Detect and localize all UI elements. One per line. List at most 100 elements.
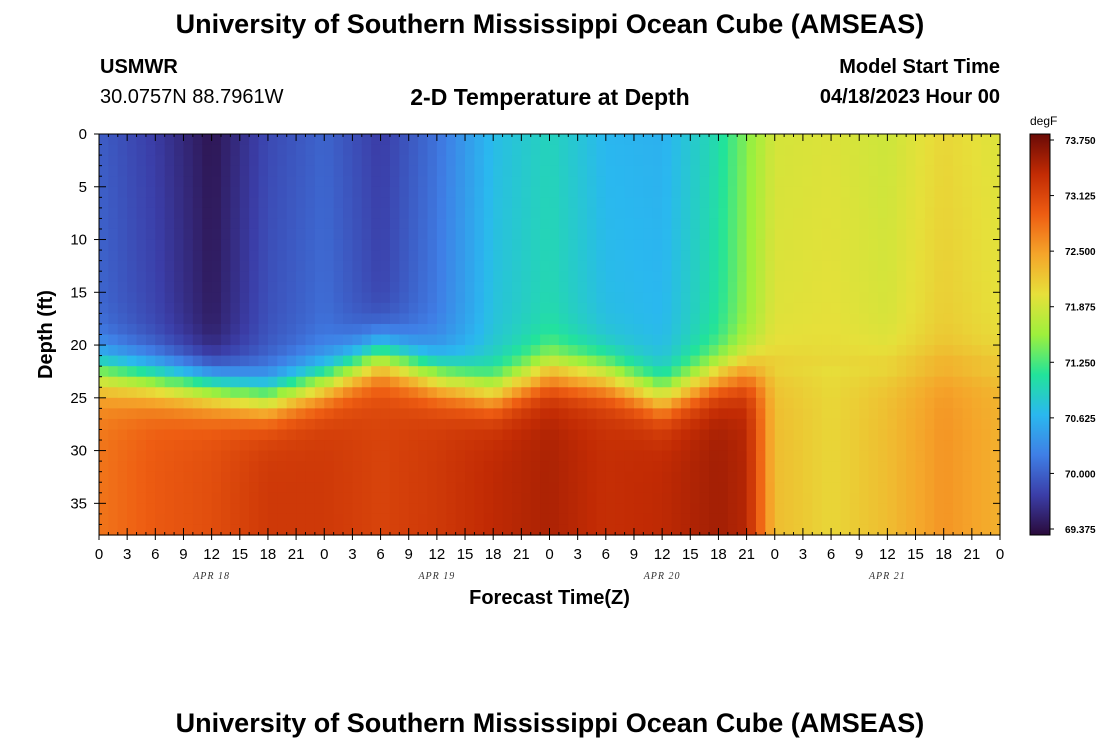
heatmap-cell (211, 197, 222, 209)
heatmap-cell (117, 355, 128, 367)
heatmap-cell (962, 418, 973, 431)
heatmap-cell (249, 492, 260, 504)
heatmap-cell (727, 292, 738, 304)
heatmap-cell (690, 176, 701, 188)
heatmap-cell (286, 323, 297, 336)
heatmap-cell (596, 376, 607, 388)
heatmap-cell (643, 471, 654, 483)
heatmap-cell (371, 418, 382, 431)
heatmap-cell (680, 524, 691, 536)
heatmap-cell (774, 471, 785, 483)
heatmap-cell (971, 482, 982, 494)
heatmap-cell (990, 239, 1001, 251)
heatmap-cell (352, 228, 363, 241)
heatmap-cell (230, 197, 241, 209)
heatmap-cell (465, 302, 476, 314)
heatmap-cell (624, 376, 635, 388)
heatmap-cell (277, 155, 288, 167)
heatmap-cell (953, 429, 964, 441)
heatmap-cell (99, 197, 109, 209)
heatmap-cell (521, 524, 532, 536)
heatmap-cell (183, 186, 194, 198)
x-tick-label: 21 (738, 546, 755, 563)
heatmap-cell (249, 239, 260, 251)
heatmap-cell (812, 155, 823, 167)
heatmap-cell (267, 144, 278, 156)
colorbar: 73.75073.12572.50071.87571.25070.62570.0… (1029, 133, 1096, 536)
heatmap-cell (343, 144, 354, 156)
heatmap-cell (305, 155, 316, 167)
heatmap-cell (896, 513, 907, 526)
heatmap-cell (859, 376, 870, 388)
heatmap-cell (164, 155, 175, 167)
heatmap-cell (859, 387, 870, 399)
heatmap-cell (953, 387, 964, 399)
heatmap-cell (99, 207, 109, 220)
heatmap-cell (530, 239, 541, 251)
heatmap-cell (981, 387, 992, 399)
heatmap-cell (915, 482, 926, 494)
heatmap-cell (896, 207, 907, 220)
heatmap-cell (230, 250, 241, 262)
heatmap-cell (333, 471, 344, 483)
heatmap-cell (568, 228, 579, 241)
heatmap-cell (117, 302, 128, 314)
heatmap-cell (221, 524, 231, 536)
heatmap-cell (343, 513, 354, 526)
heatmap-cell (709, 250, 720, 262)
heatmap-cell (493, 250, 504, 262)
heatmap-cell (624, 292, 635, 304)
heatmap-cell (446, 503, 457, 515)
heatmap-cell (371, 408, 382, 420)
heatmap-cell (549, 250, 560, 262)
heatmap-cell (587, 429, 598, 441)
heatmap-cell (183, 524, 194, 536)
heatmap-cell (953, 176, 964, 188)
heatmap-cell (887, 450, 898, 462)
heatmap-cell (596, 513, 607, 526)
heatmap-cell (502, 313, 513, 325)
heatmap-cell (474, 418, 485, 431)
heatmap-cell (502, 429, 513, 441)
heatmap-cell (511, 418, 522, 431)
heatmap-cell (793, 239, 804, 251)
heatmap-cell (427, 461, 438, 473)
heatmap-cell (877, 471, 888, 483)
heatmap-cell (943, 355, 954, 367)
heatmap-cell (521, 197, 532, 209)
heatmap-cell (971, 408, 982, 420)
heatmap-cell (352, 418, 363, 431)
heatmap-cell (343, 323, 354, 336)
heatmap-cell (174, 197, 185, 209)
heatmap-cell (962, 429, 973, 441)
heatmap-cell (540, 144, 551, 156)
heatmap-cell (530, 313, 541, 325)
heatmap-cell (511, 197, 522, 209)
heatmap-cell (962, 239, 973, 251)
heatmap-cell (446, 155, 457, 167)
heatmap-cell (924, 144, 935, 156)
heatmap-cell (314, 165, 325, 177)
heatmap-cell (596, 250, 607, 262)
heatmap-cell (896, 165, 907, 177)
heatmap-cell (343, 271, 354, 283)
heatmap-cell (108, 334, 119, 346)
heatmap-cell (465, 450, 476, 462)
heatmap-cell (361, 450, 372, 462)
heatmap-cell (474, 513, 485, 526)
heatmap-cell (465, 228, 476, 241)
heatmap-cell (558, 165, 569, 177)
heatmap-cell (699, 144, 710, 156)
heatmap-cell (239, 482, 250, 494)
heatmap-cell (690, 355, 701, 367)
heatmap-cell (108, 197, 119, 209)
heatmap-cell (427, 503, 438, 515)
heatmap-cell (774, 503, 785, 515)
heatmap-cell (258, 271, 269, 283)
heatmap-cell (324, 218, 335, 230)
heatmap-cell (211, 218, 222, 230)
heatmap-cell (164, 440, 175, 452)
heatmap-cell (164, 207, 175, 220)
heatmap-cell (427, 197, 438, 209)
heatmap-cell (286, 134, 297, 146)
